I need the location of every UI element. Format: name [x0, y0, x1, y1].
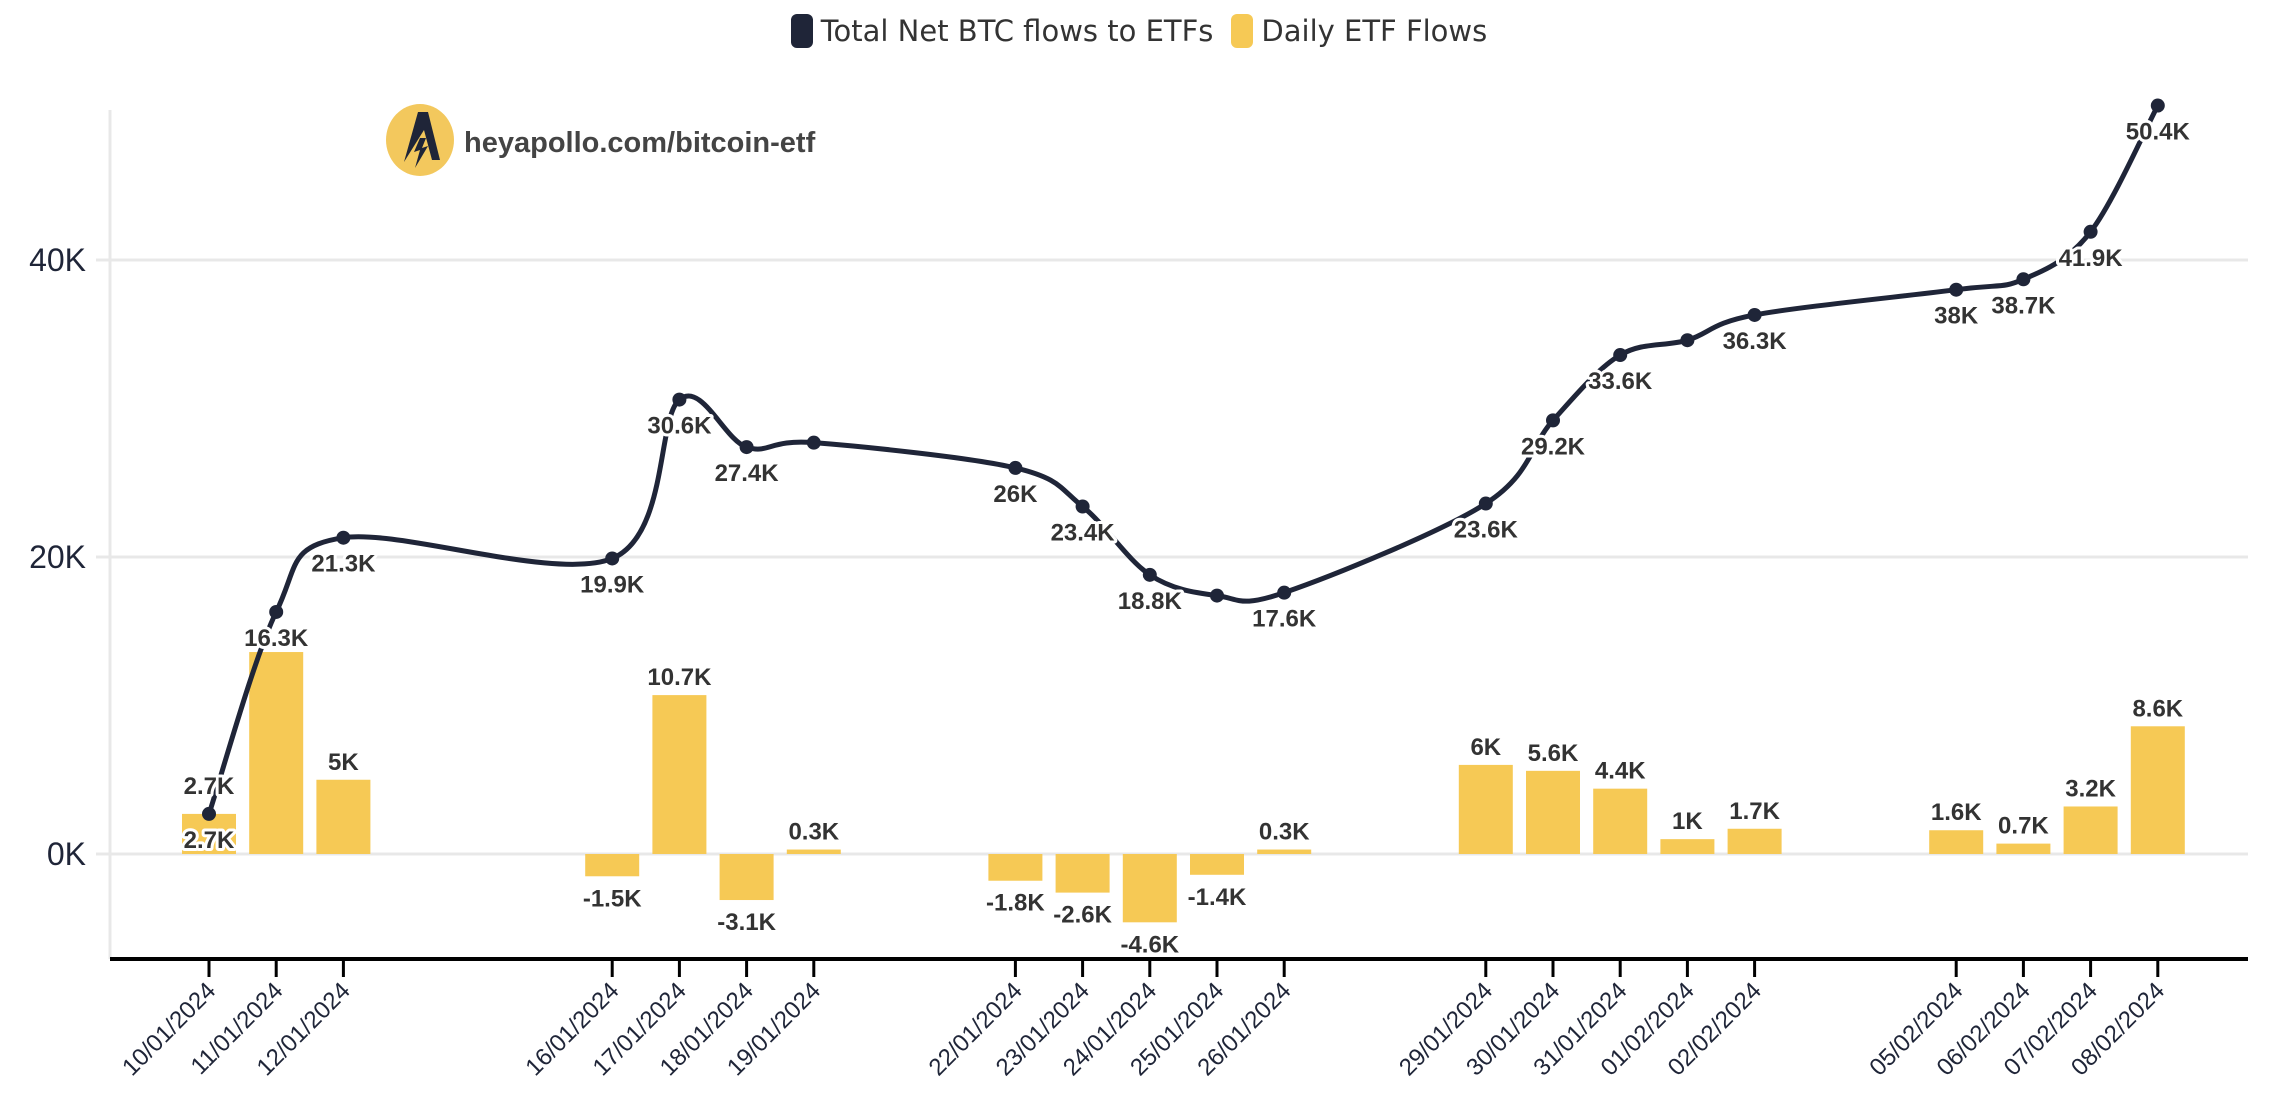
bar-value-label: 0.7K	[1998, 813, 2049, 840]
logo-mark	[404, 112, 440, 162]
bar	[988, 854, 1043, 881]
line-point	[1949, 282, 1964, 297]
bar-value-label: -1.4K	[1188, 884, 1247, 911]
bar-value-label: 1.7K	[1729, 798, 1780, 825]
line-point	[1680, 333, 1695, 348]
gridlines	[96, 258, 2248, 856]
bar-value-label: 5.6K	[1528, 740, 1579, 767]
logo-bolt	[414, 138, 428, 168]
bar	[1593, 788, 1648, 854]
bar	[1996, 843, 2051, 854]
line-value-label: 19.9K	[580, 571, 645, 598]
line-point	[605, 551, 620, 566]
line-point	[1546, 413, 1560, 428]
legend-item-total-net[interactable]: Total Net BTC flows to ETFs	[790, 14, 1214, 48]
bar	[249, 652, 304, 854]
total-net-line	[206, 104, 2161, 815]
bar-value-label: 6K	[1470, 734, 1501, 761]
bar-value-label: -1.5K	[583, 885, 642, 912]
line-point	[1277, 585, 1292, 600]
line-value-label: 18.8K	[1118, 588, 1183, 615]
bar	[585, 854, 640, 877]
line-point	[672, 392, 687, 407]
line-point	[269, 604, 284, 619]
line-value-label: 16.3K	[244, 625, 309, 652]
line-point	[1478, 496, 1493, 511]
legend-swatch-bar	[1231, 14, 1254, 48]
bars	[182, 652, 2185, 923]
bar-value-label: 10.7K	[647, 664, 712, 691]
bar-value-label: 0.3K	[1259, 819, 1310, 846]
bar	[1122, 854, 1177, 923]
line-value-label: 30.6K	[647, 413, 712, 440]
bar-value-label: 3.2K	[2065, 775, 2116, 802]
line-value-label: 27.4K	[715, 460, 780, 487]
bar	[1660, 839, 1715, 854]
watermark-text: heyapollo.com/bitcoin-etf	[464, 127, 816, 159]
bar	[1257, 849, 1312, 854]
y-tick-label: 40K	[29, 242, 86, 278]
line-point	[1613, 348, 1628, 363]
line-value-label: 33.6K	[1588, 368, 1653, 395]
bar-value-label: 4.4K	[1595, 758, 1646, 785]
line-point	[806, 435, 821, 450]
y-tick-label: 0K	[47, 836, 86, 872]
line-point	[2150, 98, 2165, 113]
line-value-label: 38.7K	[1991, 292, 2056, 319]
line-point	[1210, 588, 1224, 603]
bar-value-label: -1.8K	[986, 890, 1045, 917]
line-value-label: 26K	[993, 481, 1038, 508]
bar-value-label: 1K	[1672, 808, 1703, 835]
line-point	[2016, 272, 2031, 287]
bar-value-label: -3.1K	[717, 909, 776, 936]
line-point	[1747, 307, 1762, 322]
line-point	[1142, 567, 1157, 582]
bar	[786, 849, 841, 854]
bar	[316, 779, 371, 854]
bar	[1929, 830, 1984, 854]
bar-value-label: 1.6K	[1931, 799, 1982, 826]
line-point	[1075, 499, 1090, 514]
bar	[1190, 854, 1244, 875]
line-value-label: 38K	[1934, 303, 1979, 330]
line-point	[1008, 460, 1023, 475]
line-value-label: 36.3K	[1723, 328, 1788, 355]
line-point	[739, 440, 754, 455]
line-point	[202, 806, 216, 821]
bar-value-label: 5K	[328, 749, 359, 776]
bar-value-label: -2.6K	[1053, 902, 1112, 929]
line-value-label: 23.6K	[1454, 517, 1519, 544]
line-value-label: 17.6K	[1252, 606, 1317, 633]
legend-swatch-line	[790, 14, 813, 48]
bar-value-label: 0.3K	[788, 819, 839, 846]
line-point	[336, 530, 351, 545]
bar	[2130, 726, 2185, 854]
bar	[652, 695, 707, 854]
bar	[2063, 806, 2118, 854]
bar	[719, 854, 774, 901]
bar-value-label: -4.6K	[1120, 931, 1179, 958]
bar	[1727, 828, 1782, 854]
line-value-label: 50.4K	[2126, 119, 2191, 146]
watermark: heyapollo.com/bitcoin-etf	[386, 104, 816, 176]
y-tick-label: 20K	[29, 539, 86, 575]
bar	[1526, 770, 1580, 854]
legend-label-bar: Daily ETF Flows	[1261, 14, 1488, 48]
line-value-label: 23.4K	[1051, 520, 1116, 547]
legend-label-line: Total Net BTC flows to ETFs	[820, 14, 1214, 48]
line-value-label: 41.9K	[2059, 245, 2124, 272]
line-value-label: 2.7K	[184, 773, 235, 800]
line-value-label: 21.3K	[311, 551, 376, 578]
data-labels: 2.7K 5K -1.5K 10.7K -3.1K 0.3K -1.8K -2.6K -4.6K…	[181, 116, 2194, 962]
legend: Total Net BTC flows to ETFs Daily ETF Fl…	[0, 14, 2278, 48]
legend-item-daily-flows[interactable]: Daily ETF Flows	[1231, 14, 1487, 48]
bar	[1055, 854, 1110, 893]
line-point	[2083, 224, 2098, 239]
bar	[1458, 764, 1513, 854]
bar-value-label: 2.7K	[184, 827, 235, 854]
line-value-label: 29.2K	[1521, 433, 1586, 460]
bar-value-label: 8.6K	[2132, 695, 2183, 722]
line-series	[202, 98, 2165, 821]
